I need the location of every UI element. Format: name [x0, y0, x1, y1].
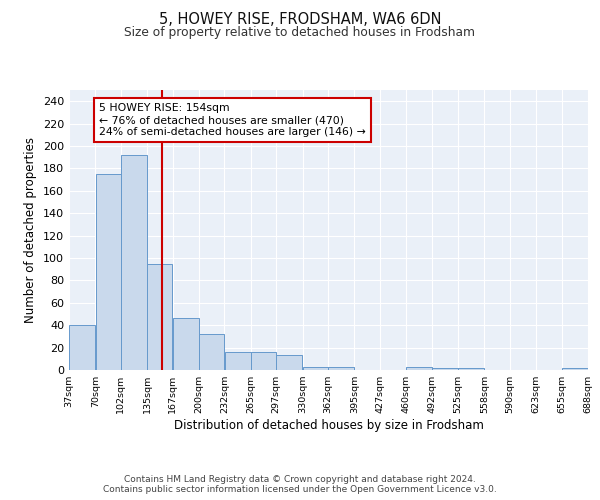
Bar [199, 334, 224, 370]
Bar [277, 356, 302, 370]
Bar [432, 368, 458, 370]
Bar [148, 264, 172, 370]
Text: 5 HOWEY RISE: 154sqm
← 76% of detached houses are smaller (470)
24% of semi-deta: 5 HOWEY RISE: 154sqm ← 76% of detached h… [99, 104, 366, 136]
X-axis label: Distribution of detached houses by size in Frodsham: Distribution of detached houses by size … [173, 419, 484, 432]
Bar [121, 155, 147, 370]
Bar [173, 318, 199, 370]
Bar [406, 366, 431, 370]
Bar [458, 368, 484, 370]
Text: 5, HOWEY RISE, FRODSHAM, WA6 6DN: 5, HOWEY RISE, FRODSHAM, WA6 6DN [159, 12, 441, 28]
Text: Contains HM Land Registry data © Crown copyright and database right 2024.
Contai: Contains HM Land Registry data © Crown c… [103, 474, 497, 494]
Bar [251, 352, 276, 370]
Bar [303, 366, 328, 370]
Bar [95, 174, 121, 370]
Bar [562, 368, 588, 370]
Bar [328, 366, 354, 370]
Y-axis label: Number of detached properties: Number of detached properties [25, 137, 37, 323]
Text: Size of property relative to detached houses in Frodsham: Size of property relative to detached ho… [125, 26, 476, 39]
Bar [224, 352, 251, 370]
Bar [69, 325, 95, 370]
